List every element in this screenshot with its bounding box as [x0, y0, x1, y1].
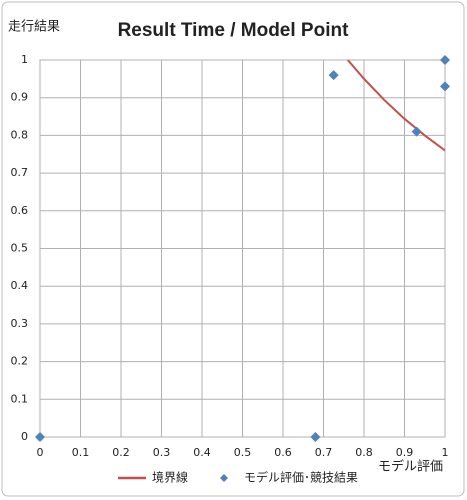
scatter-point — [440, 55, 450, 65]
x-tick-label: 0.5 — [234, 446, 252, 459]
x-tick-label: 0 — [37, 446, 44, 459]
chart-title: Result Time / Model Point — [118, 20, 350, 41]
y-tick-label: 0.4 — [11, 279, 29, 292]
scatter-point — [411, 126, 422, 137]
y-tick-label: 0.5 — [11, 242, 29, 255]
y-tick-label: 0.9 — [11, 91, 29, 104]
scatter-point — [310, 432, 321, 442]
y-tick-label: 1 — [21, 53, 28, 66]
y-tick-label: 0.1 — [11, 392, 29, 405]
x-tick-label: 0.8 — [355, 446, 373, 459]
legend-label: モデル評価･競技結果 — [244, 470, 358, 485]
x-tick-label: 0.9 — [396, 446, 414, 459]
legend-marker — [220, 474, 228, 482]
y-axis-label: 走行結果 — [8, 20, 60, 35]
x-tick-label: 0.4 — [193, 446, 211, 459]
y-tick-label: 0 — [21, 430, 28, 443]
scatter-point — [440, 81, 450, 92]
x-axis-label: モデル評価 — [378, 459, 443, 475]
x-tick-label: 0.1 — [72, 446, 90, 459]
x-tick-label: 0.7 — [315, 446, 333, 459]
y-tick-label: 0.8 — [11, 128, 29, 141]
x-tick-label: 0.3 — [153, 446, 171, 459]
y-tick-label: 0.3 — [11, 317, 29, 330]
y-tick-label: 0.6 — [11, 204, 29, 217]
y-tick-label: 0.2 — [11, 355, 29, 368]
scatter-point — [35, 432, 45, 442]
scatter-point — [328, 70, 339, 81]
x-tick-label: 1 — [442, 446, 449, 459]
x-tick-label: 0.2 — [112, 446, 130, 459]
legend-label: 境界線 — [152, 470, 188, 485]
x-tick-label: 0.6 — [274, 446, 292, 459]
boundary-line — [347, 60, 445, 152]
y-tick-label: 0.7 — [11, 166, 29, 179]
